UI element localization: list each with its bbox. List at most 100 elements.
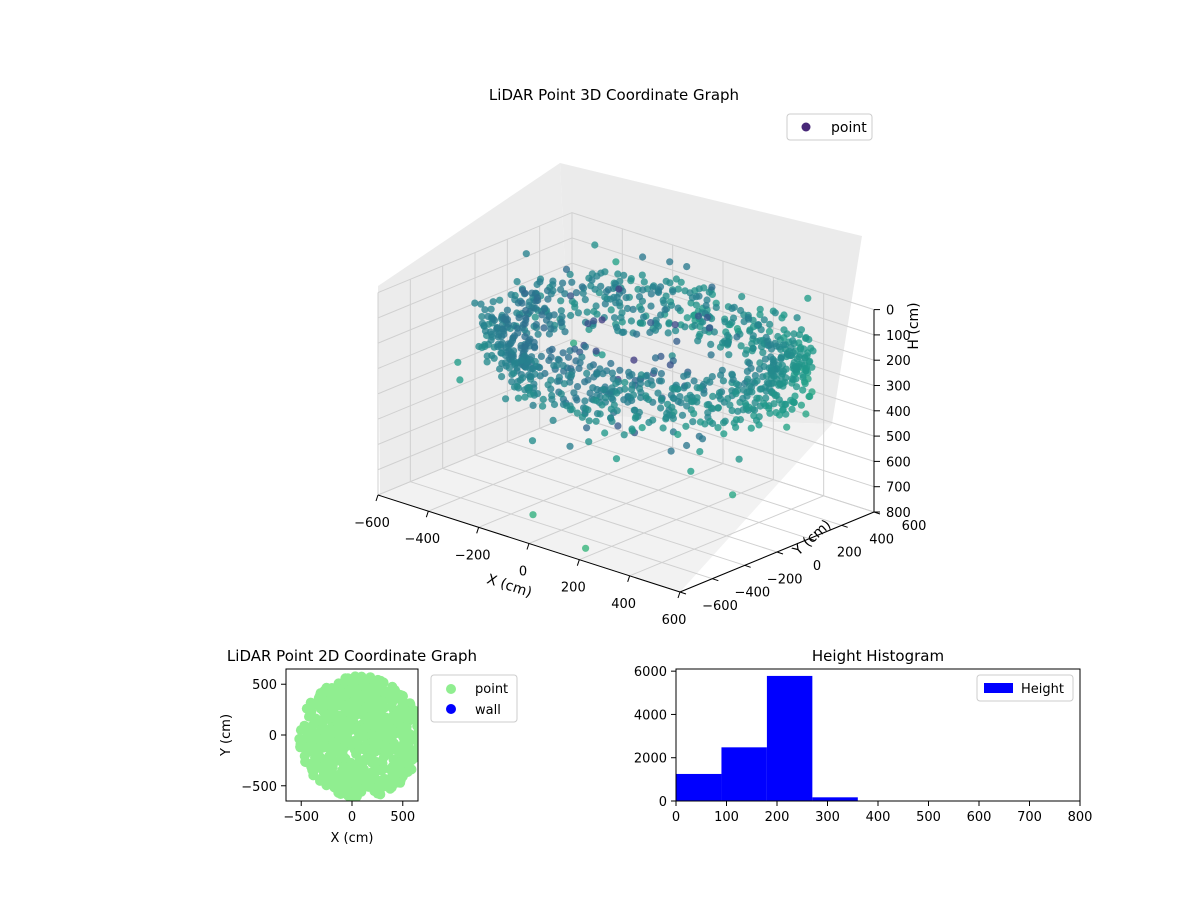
chart-3d-point (562, 265, 571, 273)
chart-3d-point (687, 467, 695, 475)
gridline-h (377, 287, 875, 386)
histogram-y-tick-label: 4000 (634, 708, 667, 723)
chart-3d-point (716, 389, 724, 397)
chart-2d-points (294, 671, 418, 801)
chart-3d-point (599, 370, 607, 378)
chart-3d-point (724, 395, 732, 403)
chart-3d-point (756, 305, 764, 313)
chart-3d-point (661, 306, 669, 314)
chart-3d-point (755, 365, 764, 373)
chart-3d-point (801, 380, 809, 388)
chart-3d-point (534, 363, 543, 371)
chart-3d-point (657, 404, 665, 412)
chart-3d-point (683, 381, 692, 389)
chart-3d-point (489, 315, 497, 323)
chart-2d-point (413, 749, 418, 760)
chart-3d-point (672, 327, 680, 335)
chart-3d-point (514, 329, 522, 337)
chart-3d-point (732, 380, 741, 388)
chart-3d-z-tick-label: 800 (886, 506, 911, 521)
chart-3d-point (737, 342, 745, 350)
chart-3d-point (806, 392, 814, 400)
chart-3d-point (575, 364, 583, 372)
chart-3d-x-tick (425, 511, 429, 518)
chart-3d-point (627, 317, 636, 325)
chart-2d-point (310, 713, 321, 724)
chart-3d-legend: point (786, 113, 873, 141)
histogram-x-tick-label: 100 (714, 810, 739, 825)
chart-3d-y-tick-label: 200 (837, 546, 862, 561)
chart-3d-point (729, 491, 737, 499)
chart-3d-point (694, 312, 703, 320)
chart-2d-point (315, 775, 325, 786)
chart-2d-point (414, 732, 418, 743)
chart-3d-x-tick (375, 494, 379, 502)
chart-3d-points (454, 241, 817, 552)
chart-3d-point (760, 399, 768, 407)
chart-2d-point (306, 761, 317, 772)
chart-3d-y-tick-label: −600 (702, 599, 738, 614)
chart-3d-point (668, 384, 677, 393)
chart-3d-point (553, 361, 561, 370)
chart-3d-point (721, 318, 729, 326)
chart-2d-point (383, 725, 394, 736)
chart-3d-point (724, 331, 732, 339)
chart-2d-point (343, 766, 354, 777)
histogram-bar (721, 747, 767, 801)
chart-3d-point (592, 347, 600, 355)
histogram-legend-label: Height (1021, 682, 1064, 697)
chart-3d-point (620, 271, 628, 279)
chart-3d-z-tick-label: 400 (886, 405, 911, 420)
chart-3d-point (640, 313, 648, 321)
chart-3d-point (496, 365, 504, 373)
chart-3d-point (559, 279, 567, 287)
chart-3d-point (563, 402, 571, 410)
chart-3d-point (599, 385, 607, 394)
chart-3d-point (531, 357, 539, 366)
chart-3d-point (656, 283, 665, 291)
chart-3d-point (728, 407, 736, 415)
chart-3d-point (589, 384, 597, 392)
chart-3d-point (712, 303, 720, 311)
chart-3d-point (549, 277, 557, 285)
chart-3d-point (630, 356, 638, 364)
chart-3d-legend-label: point (831, 120, 867, 136)
chart-3d-point (714, 404, 722, 412)
chart-3d-point (756, 385, 764, 393)
chart-3d-point (689, 418, 697, 426)
histogram-x-tick-label: 700 (1017, 810, 1042, 825)
histogram-x-tick-label: 400 (866, 810, 891, 825)
chart-3d-point (698, 435, 707, 443)
chart-3d-point (674, 285, 682, 293)
chart-3d-point (708, 283, 716, 291)
chart-3d-point (477, 300, 485, 308)
chart-3d-point (608, 394, 616, 402)
chart-3d-point (513, 382, 521, 391)
chart-3d-point (537, 352, 546, 360)
chart-3d-point (779, 367, 788, 375)
chart-3d-point (558, 313, 566, 321)
chart-3d-y-tick (841, 524, 848, 528)
chart-3d-point (664, 400, 672, 408)
chart-3d-point (574, 309, 583, 317)
chart-3d-point (808, 363, 816, 371)
chart-3d-point (566, 442, 574, 450)
histogram-bars (676, 675, 858, 801)
chart-3d-point (604, 286, 613, 294)
chart-3d-y-tick-label: 600 (902, 519, 927, 534)
chart-2d-point (389, 773, 399, 784)
chart-3d-point (644, 380, 652, 388)
chart-3d-point (601, 429, 609, 437)
histogram-legend: Height (976, 674, 1074, 702)
chart-3d-point (456, 376, 464, 384)
chart-3d-point (573, 409, 582, 417)
chart-3d-point (793, 314, 801, 322)
chart-3d-point (657, 352, 665, 360)
chart-3d-point (511, 359, 519, 367)
chart-3d-point (800, 345, 808, 353)
chart-3d-point (583, 308, 591, 316)
chart-2d-point (333, 775, 344, 786)
chart-3d-point (598, 401, 606, 409)
chart-3d-point (637, 306, 645, 314)
chart-3d-point (708, 373, 716, 381)
